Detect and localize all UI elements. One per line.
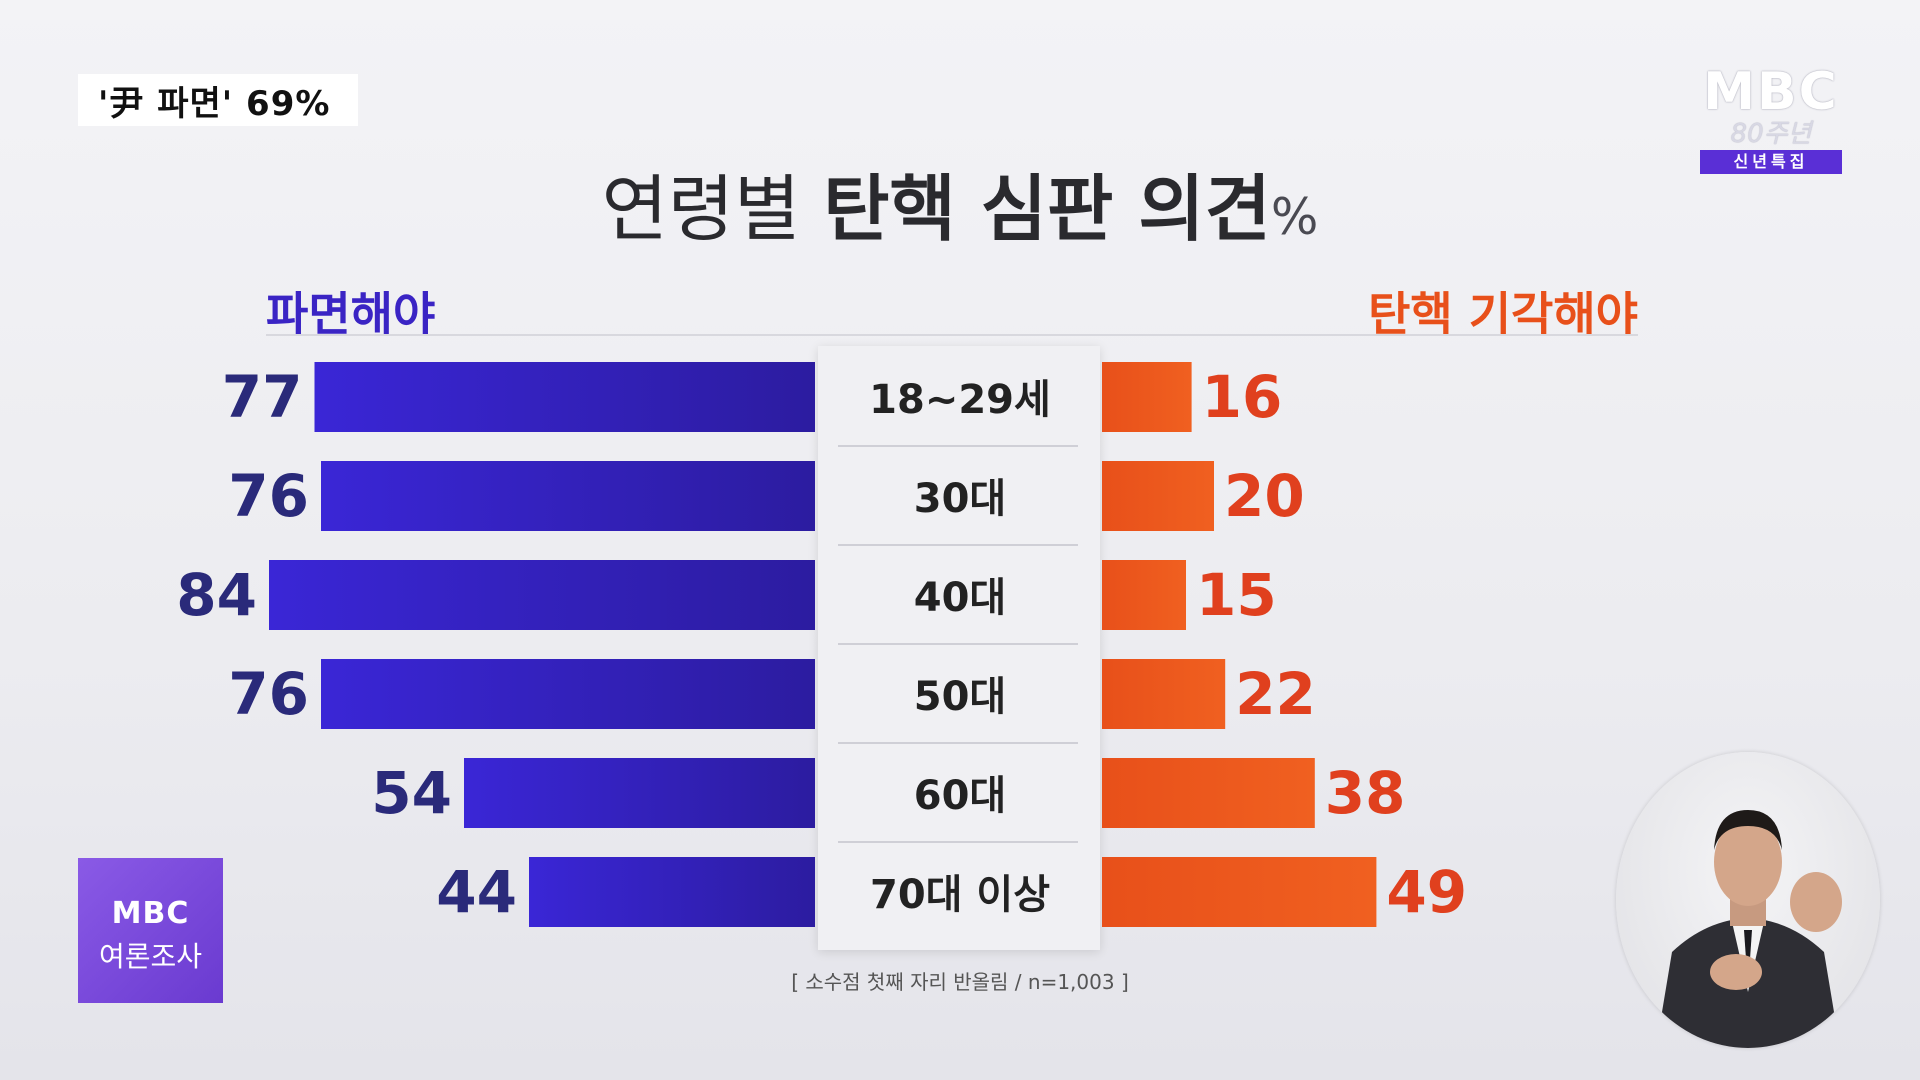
chart-title-part2: 탄핵 심판 의견	[823, 167, 1271, 251]
header-divider	[266, 334, 1638, 336]
category-label-5: 70대 이상	[870, 872, 1050, 918]
value-left-4: 54	[371, 759, 452, 827]
value-right-0: 16	[1202, 363, 1283, 431]
value-left-3: 76	[228, 660, 309, 728]
value-right-3: 22	[1235, 660, 1316, 728]
bar-left-3	[321, 659, 815, 729]
bar-right-1	[1102, 461, 1214, 531]
value-right-4: 38	[1325, 759, 1406, 827]
chart-title-unit: %	[1270, 188, 1319, 246]
value-right-2: 15	[1196, 561, 1277, 629]
legend-left: 파면해야	[266, 287, 436, 341]
bar-right-3	[1102, 659, 1226, 729]
poll-logo: MBC 여론조사	[78, 858, 223, 1003]
bar-right-5	[1102, 857, 1377, 927]
value-right-5: 49	[1386, 858, 1467, 926]
category-label-2: 40대	[914, 575, 1006, 621]
value-right-1: 20	[1224, 462, 1305, 530]
mbc-logo: MBC 80주년 신년특집	[1700, 66, 1842, 174]
category-label-0: 18~29세	[869, 377, 1051, 423]
chart-title: 연령별 탄핵 심판 의견%	[0, 150, 1920, 255]
category-label-4: 60대	[914, 773, 1006, 819]
footnote: [ 소수점 첫째 자리 반올림 / n=1,003 ]	[791, 970, 1129, 994]
mbc-logo-text: MBC	[1703, 62, 1839, 122]
bar-left-5	[529, 857, 815, 927]
sign-language-interpreter	[1616, 752, 1880, 1048]
value-left-1: 76	[228, 462, 309, 530]
value-left-5: 44	[436, 858, 517, 926]
chart-title-part1: 연령별	[601, 167, 801, 251]
special-badge: 신년특집	[1700, 150, 1842, 174]
poll-logo-label: 여론조사	[98, 940, 203, 973]
bar-right-2	[1102, 560, 1186, 630]
value-left-0: 77	[222, 363, 303, 431]
news-caption: '尹 파면' 69%	[78, 74, 358, 126]
category-label-1: 30대	[914, 476, 1006, 522]
anniversary-text: 80주년	[1730, 119, 1812, 149]
bar-left-2	[269, 560, 815, 630]
bar-right-0	[1102, 362, 1192, 432]
bar-right-4	[1102, 758, 1315, 828]
value-left-2: 84	[176, 561, 257, 629]
bar-left-4	[464, 758, 815, 828]
bar-left-1	[321, 461, 815, 531]
poll-logo-brand: MBC	[111, 896, 190, 931]
interpreter-figure	[1656, 810, 1842, 1048]
bar-left-0	[314, 362, 815, 432]
legend-right: 탄핵 기각해야	[1368, 287, 1638, 341]
category-label-3: 50대	[914, 674, 1006, 720]
